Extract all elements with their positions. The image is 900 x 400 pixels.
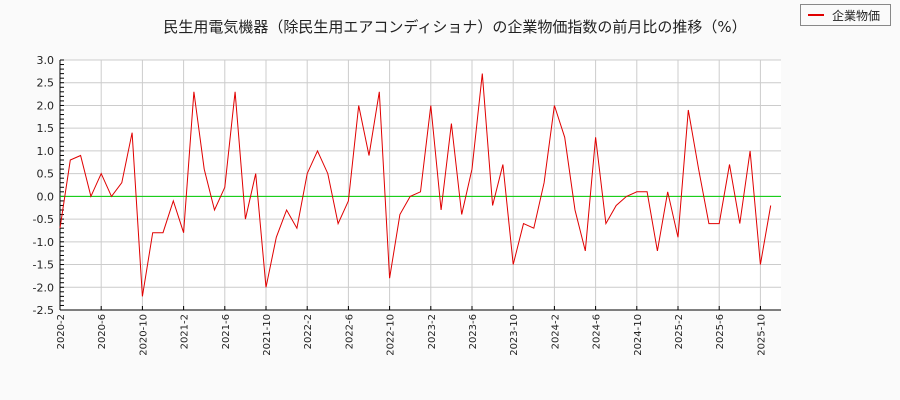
y-tick-label: 1.5	[37, 122, 55, 135]
y-tick-label: 1.0	[37, 145, 55, 158]
y-axis-ticks: 3.0 2.5 2.0 1.5 1.0 0.5 0.0 -0.5 -1.0 -1.5 -2.0 -2.…	[33, 54, 64, 317]
x-tick-label: 2020-10	[138, 314, 149, 356]
x-tick-label: 2023-10	[509, 314, 520, 356]
x-tick-label: 2025-6	[715, 314, 726, 349]
x-tick-label: 2024-6	[592, 314, 603, 349]
x-tick-label: 2021-2	[180, 314, 191, 349]
x-tick-label: 2020-2	[56, 314, 67, 349]
x-tick-label: 2022-10	[386, 314, 397, 356]
x-tick-label: 2022-6	[344, 314, 355, 349]
y-tick-label: -0.5	[33, 213, 54, 226]
x-tick-label: 2024-10	[633, 314, 644, 356]
y-tick-label: 2.5	[37, 77, 55, 90]
chart-title: 民生用電気機器（除民生用エアコンディショナ）の企業物価指数の前月比の推移（%）	[163, 18, 747, 36]
legend: 企業物価	[800, 4, 891, 26]
x-tick-label: 2021-10	[262, 314, 273, 356]
x-tick-label: 2021-6	[221, 314, 232, 349]
y-tick-label: 0.5	[37, 168, 55, 181]
x-axis-ticks: 2020-2 2020-6 2020-10 2021-2 2021-6 2021-10 20…	[56, 306, 767, 356]
x-tick-label: 2023-2	[427, 314, 438, 349]
grid-lines	[59, 59, 781, 311]
x-tick-label: 2024-2	[550, 314, 561, 349]
x-tick-label: 2023-6	[468, 314, 479, 349]
y-tick-label: -2.5	[33, 304, 54, 317]
y-tick-label: -1.0	[33, 236, 54, 249]
x-tick-label: 2022-2	[303, 314, 314, 349]
y-tick-label: 3.0	[37, 54, 55, 67]
y-tick-label: 0.0	[37, 190, 55, 203]
x-tick-label: 2025-2	[674, 314, 685, 349]
x-tick-label: 2025-10	[756, 314, 767, 356]
legend-label: 企業物価	[832, 8, 881, 23]
y-tick-label: -1.5	[33, 259, 54, 272]
axes	[59, 60, 781, 311]
y-tick-label: 2.0	[37, 99, 55, 112]
x-tick-label: 2020-6	[97, 314, 108, 349]
series-line-企業物価	[59, 73, 772, 297]
legend-swatch-icon	[808, 14, 824, 16]
y-tick-label: -2.0	[33, 281, 54, 294]
